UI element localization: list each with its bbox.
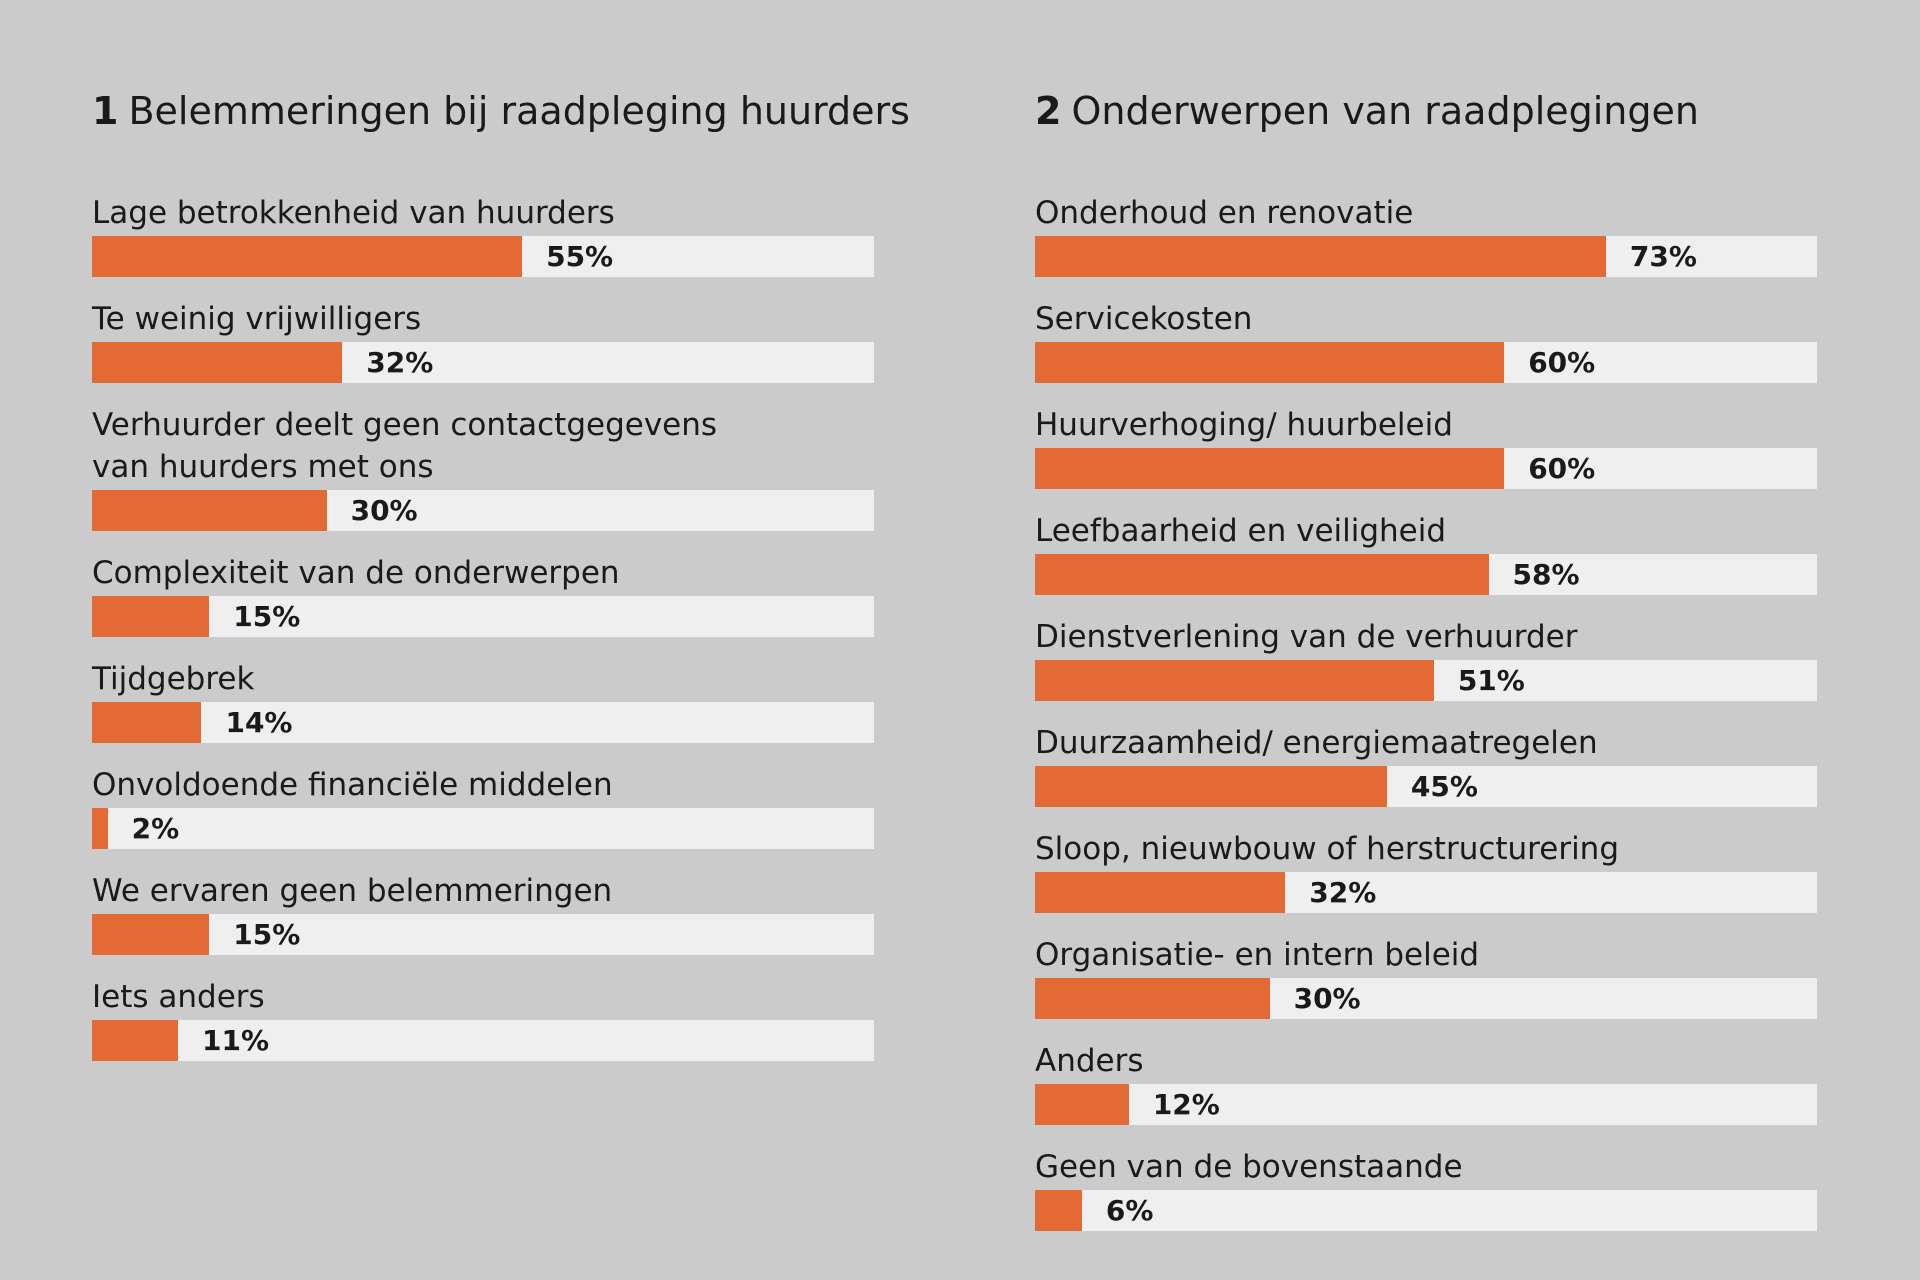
category-label: Servicekosten xyxy=(1035,301,1253,337)
bar xyxy=(1035,1084,1129,1125)
category-label: Onderhoud en renovatie xyxy=(1035,195,1414,231)
bar-row: Sloop, nieuwbouw of herstructurering 32% xyxy=(1035,828,1817,913)
bar-row: Verhuurder deelt geen contactgegevens va… xyxy=(92,404,874,531)
value-label: 6% xyxy=(1105,1194,1154,1227)
bar-track: 58% xyxy=(1035,554,1817,595)
bar-row: Anders 12% xyxy=(1035,1040,1817,1125)
bar xyxy=(1035,448,1505,489)
value-label: 14% xyxy=(225,706,293,739)
bar-track: 73% xyxy=(1035,236,1817,277)
bar xyxy=(1035,342,1505,383)
value-label: 30% xyxy=(1293,982,1361,1015)
chart-title-text: Onderwerpen van raadplegingen xyxy=(1071,89,1699,133)
bar-track: 11% xyxy=(92,1020,874,1061)
bar-row: Onderhoud en renovatie 73% xyxy=(1035,192,1817,277)
bar-row: Tijdgebrek 14% xyxy=(92,658,874,743)
bar-row: Huurverhoging/ huurbeleid 60% xyxy=(1035,404,1817,489)
bar-row: We ervaren geen belemmeringen 15% xyxy=(92,870,874,955)
bar-track: 55% xyxy=(92,236,874,277)
bar-row: Organisatie- en intern beleid 30% xyxy=(1035,934,1817,1019)
bar xyxy=(1035,766,1387,807)
bar xyxy=(1035,554,1489,595)
bar-track: 32% xyxy=(92,342,874,383)
bar-row: Lage betrokkenheid van huurders 55% xyxy=(92,192,874,277)
bar xyxy=(1035,236,1606,277)
bar-row: Servicekosten 60% xyxy=(1035,298,1817,383)
bar-row: Iets anders 11% xyxy=(92,976,874,1061)
value-label: 60% xyxy=(1528,452,1596,485)
category-label: Dienstverlening van de verhuurder xyxy=(1035,619,1578,655)
bar-track: 14% xyxy=(92,702,874,743)
category-label: Leefbaarheid en veiligheid xyxy=(1035,513,1447,549)
category-label: Tijdgebrek xyxy=(92,661,255,697)
chart-number: 1 xyxy=(92,89,119,133)
category-label: Verhuurder deelt geen contactgegevens va… xyxy=(92,407,718,485)
value-label: 30% xyxy=(350,494,418,527)
bar-row: Leefbaarheid en veiligheid 58% xyxy=(1035,510,1817,595)
value-label: 55% xyxy=(546,240,614,273)
bar-track: 2% xyxy=(92,808,874,849)
category-label: Geen van de bovenstaande xyxy=(1035,1149,1463,1185)
category-label: Te weinig vrijwilligers xyxy=(92,301,422,337)
chart-title: 2 Onderwerpen van raadplegingen xyxy=(1035,86,1817,136)
value-label: 58% xyxy=(1512,558,1580,591)
bar-track: 6% xyxy=(1035,1190,1817,1231)
value-label: 45% xyxy=(1410,770,1478,803)
bar-track: 45% xyxy=(1035,766,1817,807)
category-label: Huurverhoging/ huurbeleid xyxy=(1035,407,1453,443)
bar-row: Dienstverlening van de verhuurder 51% xyxy=(1035,616,1817,701)
bar-row: Duurzaamheid/ energiemaatregelen 45% xyxy=(1035,722,1817,807)
bar xyxy=(92,490,327,531)
bar xyxy=(1035,872,1286,913)
chart-panel: 1 Belemmeringen bij raadpleging huurders L… xyxy=(92,86,910,1082)
category-label: Organisatie- en intern beleid xyxy=(1035,937,1480,973)
bar-track: 12% xyxy=(1035,1084,1817,1125)
bar xyxy=(1035,660,1434,701)
category-label: Lage betrokkenheid van huurders xyxy=(92,195,615,231)
bar xyxy=(1035,978,1270,1019)
bar-track: 15% xyxy=(92,596,874,637)
chart-title-text: Belemmeringen bij raadpleging huurders xyxy=(128,89,910,133)
value-label: 51% xyxy=(1457,664,1525,697)
value-label: 12% xyxy=(1152,1088,1220,1121)
bar xyxy=(1035,1190,1082,1231)
bar xyxy=(92,342,343,383)
chart-panel: 2 Onderwerpen van raadplegingen Onderhoud … xyxy=(1035,86,1817,1252)
value-label: 60% xyxy=(1528,346,1596,379)
bar-track: 30% xyxy=(1035,978,1817,1019)
value-label: 15% xyxy=(233,600,301,633)
chart-number: 2 xyxy=(1035,89,1062,133)
category-label: Anders xyxy=(1035,1043,1144,1079)
bar-track: 30% xyxy=(92,490,874,531)
bar xyxy=(92,808,108,849)
category-label: Sloop, nieuwbouw of herstructurering xyxy=(1035,831,1620,867)
bar-row: Geen van de bovenstaande 6% xyxy=(1035,1146,1817,1231)
value-label: 73% xyxy=(1629,240,1697,273)
value-label: 11% xyxy=(202,1024,270,1057)
bar-row: Complexiteit van de onderwerpen 15% xyxy=(92,552,874,637)
value-label: 2% xyxy=(131,812,180,845)
bar-row: Te weinig vrijwilligers 32% xyxy=(92,298,874,383)
value-label: 32% xyxy=(366,346,434,379)
bar-row: Onvoldoende financiële middelen 2% xyxy=(92,764,874,849)
category-label: Onvoldoende financiële middelen xyxy=(92,767,613,803)
category-label: Duurzaamheid/ energiemaatregelen xyxy=(1035,725,1598,761)
bar-track: 32% xyxy=(1035,872,1817,913)
category-label: We ervaren geen belemmeringen xyxy=(92,873,613,909)
bar-track: 60% xyxy=(1035,448,1817,489)
bar xyxy=(92,702,202,743)
value-label: 32% xyxy=(1309,876,1377,909)
bar xyxy=(92,236,523,277)
value-label: 15% xyxy=(233,918,301,951)
bar xyxy=(92,1020,179,1061)
chart-title: 1 Belemmeringen bij raadpleging huurders xyxy=(92,86,910,136)
bar-track: 15% xyxy=(92,914,874,955)
bar-track: 60% xyxy=(1035,342,1817,383)
category-label: Complexiteit van de onderwerpen xyxy=(92,555,620,591)
bar xyxy=(92,596,210,637)
bar-track: 51% xyxy=(1035,660,1817,701)
bar xyxy=(92,914,210,955)
category-label: Iets anders xyxy=(92,979,265,1015)
